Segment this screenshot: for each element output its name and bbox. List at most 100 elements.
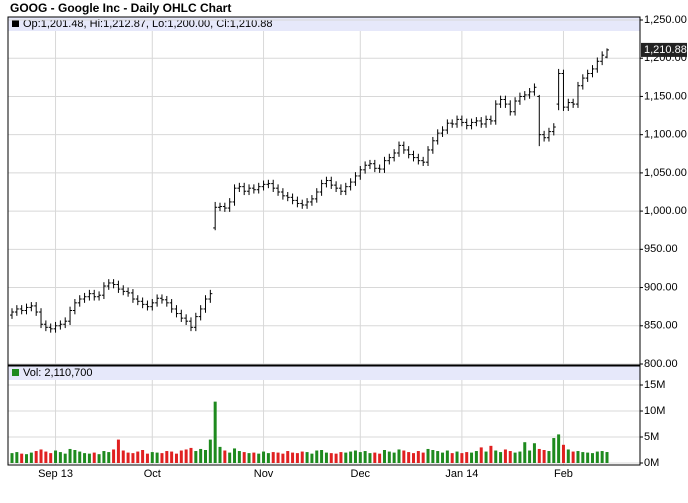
volume-bar: [10, 453, 14, 463]
x-tick-label: Feb: [554, 468, 573, 480]
volume-bar: [320, 450, 324, 463]
volume-tick-label: 10M: [644, 405, 665, 417]
volume-bar: [281, 453, 285, 463]
volume-bar: [455, 451, 459, 463]
volume-bar: [329, 453, 333, 463]
volume-bar: [353, 450, 357, 463]
volume-bar: [112, 449, 116, 463]
volume-bar: [276, 452, 280, 463]
volume-bar: [213, 401, 217, 463]
y-tick-label: 1,150.00: [644, 90, 687, 102]
volume-bar: [561, 444, 565, 463]
volume-bar: [547, 451, 551, 463]
volume-bar: [474, 451, 478, 463]
volume-bar: [566, 449, 570, 463]
volume-bar: [252, 452, 256, 463]
price-frame: [7, 16, 641, 366]
volume-bar: [131, 453, 135, 463]
volume-bar: [107, 452, 111, 463]
volume-bar: [537, 448, 541, 463]
x-tick-label: Nov: [254, 468, 274, 480]
volume-bar: [97, 454, 101, 463]
volume-bar: [368, 453, 372, 463]
volume-bar: [49, 453, 53, 463]
volume-bar: [271, 452, 275, 463]
volume-bar: [155, 452, 159, 463]
volume-bar: [83, 453, 87, 463]
volume-bar: [513, 452, 517, 463]
legend-swatch: [12, 20, 19, 27]
volume-bar: [242, 452, 246, 463]
volume-bar: [586, 452, 590, 463]
volume-bar: [557, 434, 561, 463]
volume-bar: [392, 452, 396, 463]
volume-bar: [15, 452, 19, 463]
last-price-label: 1,210.88: [644, 44, 687, 56]
volume-tick-label: 0M: [644, 457, 659, 469]
volume-bar: [257, 453, 261, 463]
volume-bar: [54, 450, 58, 463]
volume-bar: [39, 449, 43, 463]
volume-bar: [300, 451, 304, 463]
volume-bar: [179, 450, 183, 463]
volume-bar: [532, 443, 536, 463]
volume-bar: [503, 449, 507, 463]
volume-bar: [407, 452, 411, 463]
volume-bar: [87, 453, 91, 463]
volume-bar: [416, 451, 420, 463]
volume-bar: [310, 453, 314, 463]
volume-bar: [150, 452, 154, 463]
volume-bar: [590, 453, 594, 463]
volume-bar: [499, 452, 503, 463]
volume-bar: [363, 451, 367, 463]
volume-bar: [571, 451, 575, 463]
volume-bar: [397, 449, 401, 463]
y-tick-label: 1,000.00: [644, 205, 687, 217]
volume-bar: [233, 448, 237, 463]
volume-bar: [247, 453, 251, 463]
x-tick-label: Jan 14: [445, 468, 478, 480]
volume-bar: [126, 452, 130, 463]
volume-bar: [426, 448, 430, 463]
volume-bar: [121, 450, 125, 463]
volume-bar: [218, 446, 222, 463]
y-tick-label: 850.00: [644, 320, 678, 332]
volume-bar: [421, 452, 425, 463]
volume-bar: [116, 439, 120, 463]
volume-bar: [160, 453, 164, 463]
volume-bar: [402, 450, 406, 463]
volume-label: Vol: 2,110,700: [23, 367, 93, 379]
volume-bar: [581, 452, 585, 463]
volume-bar: [479, 447, 483, 463]
volume-bar: [174, 453, 178, 463]
volume-frame: [7, 365, 641, 466]
volume-bar: [339, 452, 343, 463]
volume-bar: [34, 451, 38, 463]
volume-bar: [223, 450, 227, 463]
volume-bar: [184, 449, 188, 463]
volume-bar: [542, 450, 546, 463]
volume-bar: [141, 450, 145, 463]
volume-bar: [373, 452, 377, 463]
volume-bar: [228, 452, 232, 463]
x-tick-label: Dec: [351, 468, 371, 480]
volume-bar: [324, 452, 328, 463]
volume-bar: [295, 453, 299, 463]
volume-swatch: [12, 369, 19, 376]
volume-bar: [378, 453, 382, 463]
volume-bar: [431, 450, 435, 463]
volume-bar: [382, 450, 386, 463]
y-tick-label: 900.00: [644, 281, 678, 293]
chart-title: GOOG - Google Inc - Daily OHLC Chart: [10, 1, 231, 15]
volume-bar: [29, 452, 33, 463]
volume-bar: [63, 453, 67, 463]
volume-header: [8, 366, 640, 380]
volume-bar: [291, 452, 295, 463]
volume-bar: [450, 453, 454, 463]
volume-bar: [92, 452, 96, 463]
volume-bar: [58, 452, 62, 463]
volume-bar: [605, 452, 609, 463]
volume-bar: [528, 450, 532, 463]
